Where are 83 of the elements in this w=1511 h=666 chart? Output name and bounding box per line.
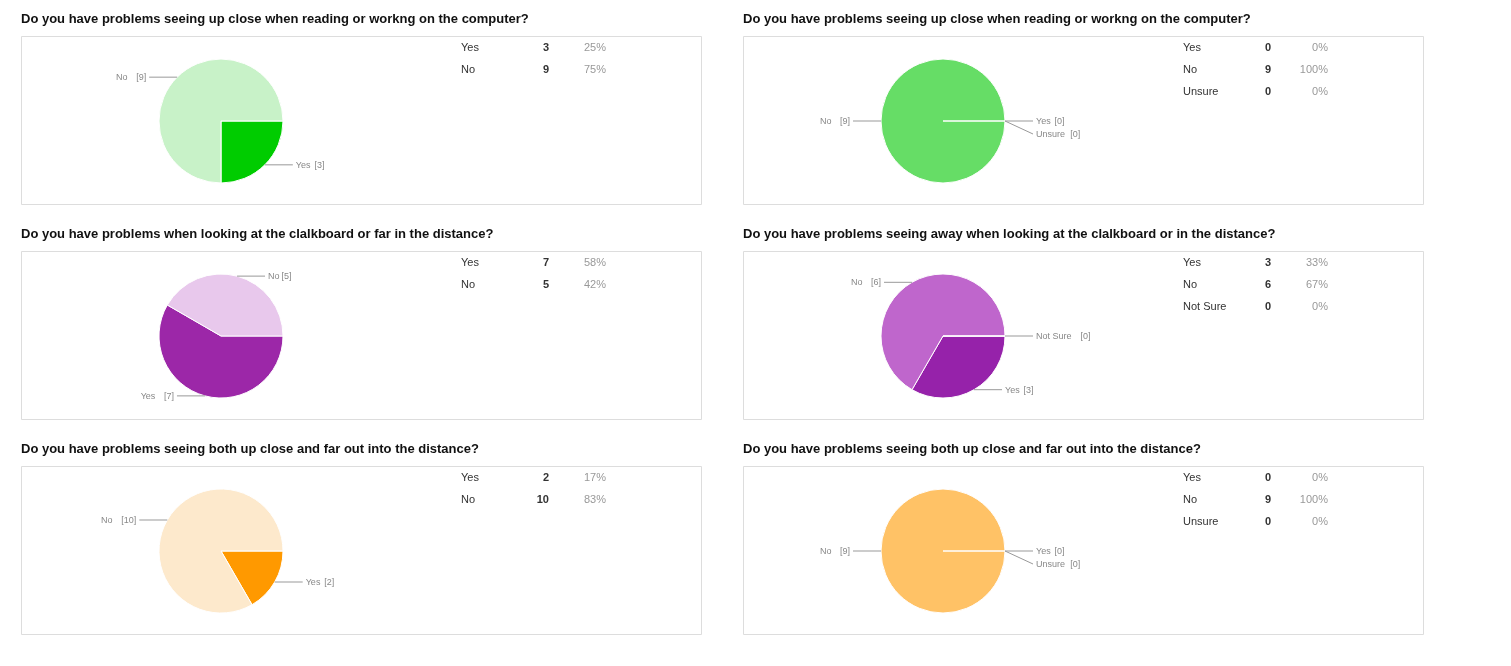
text: 6: [1264, 278, 1271, 290]
pie-slice: [158, 488, 284, 614]
slice-label: Yes: [305, 577, 321, 587]
text: 0%: [1312, 41, 1329, 53]
category-label: No: [1183, 493, 1198, 505]
text: [0]: [1070, 129, 1081, 139]
chart-title: Do you have problems seeing up close when reading or workng on the computer?: [21, 11, 529, 26]
text: 0%: [1312, 471, 1329, 483]
text: 58%: [583, 256, 607, 268]
category-label: Unsure: [1183, 515, 1219, 527]
category-label: Yes: [461, 256, 479, 268]
text: 10: [536, 493, 549, 505]
text: 3: [542, 41, 549, 53]
data-label: [9]: [136, 72, 147, 83]
category-label: Yes: [1183, 256, 1201, 268]
text: 0: [1264, 85, 1271, 97]
data-label: [5]: [281, 271, 292, 282]
text: 83%: [583, 493, 607, 505]
text: 33%: [1305, 256, 1329, 268]
data-label: [3]: [1023, 384, 1034, 395]
category-label: No: [1183, 63, 1198, 75]
category-label: No: [461, 493, 476, 505]
category-label: Yes: [1183, 41, 1201, 53]
data-label: [10]: [121, 515, 137, 525]
data-label: [9]: [839, 546, 850, 556]
text: 100%: [1299, 63, 1329, 75]
category-label: Yes: [461, 471, 479, 483]
legend-label: Not Sure: [1036, 331, 1072, 341]
chart-title: Do you have problems seeing both up close and far out into the distance?: [743, 441, 1201, 456]
text: 0%: [1312, 300, 1329, 312]
data-label: [9]: [839, 116, 850, 126]
chart-title: Do you have problems seeing away when looking at the clalkboard or in the distance?: [743, 226, 1276, 241]
text: 0: [1264, 300, 1271, 312]
slice-label: No: [100, 515, 113, 525]
data-label: [7]: [163, 390, 174, 401]
text: [0]: [1054, 546, 1065, 556]
text: 0%: [1312, 515, 1329, 527]
text: 0: [1264, 471, 1271, 483]
text: 3: [1264, 256, 1271, 268]
slice-label: No: [850, 277, 863, 288]
text: 42%: [583, 278, 607, 290]
text: 7: [542, 256, 549, 268]
category-label: No: [461, 278, 476, 290]
slice-label: Yes: [1005, 384, 1021, 395]
legend-label: Yes: [1036, 116, 1052, 126]
text: 100%: [1299, 493, 1329, 505]
slice-label: No: [819, 116, 832, 126]
category-label: Not Sure: [1183, 300, 1227, 312]
category-label: Unsure: [1183, 85, 1219, 97]
slice-label: Yes: [140, 390, 156, 401]
text: 9: [1264, 63, 1271, 75]
category-label: Unsure: [1036, 129, 1066, 139]
text: 75%: [583, 63, 607, 75]
text: 9: [542, 63, 549, 75]
text: 17%: [583, 471, 607, 483]
text: 0: [1264, 515, 1271, 527]
text: 0: [1264, 41, 1271, 53]
text: 5: [542, 278, 549, 290]
text: [0]: [1080, 331, 1091, 341]
chart-title: Do you have problems seeing both up close and far out into the distance?: [21, 441, 479, 456]
category-label: Unsure: [1036, 559, 1066, 569]
text: 67%: [1305, 278, 1329, 290]
slice-label: Yes: [295, 159, 312, 170]
chart-title: Do you have problems seeing up close when reading or workng on the computer?: [743, 11, 1251, 26]
data-label: [3]: [314, 159, 325, 170]
text: 0%: [1312, 85, 1329, 97]
category-label: No: [461, 63, 476, 75]
chart-title: Do you have problems when looking at the clalkboard or far in the distance?: [21, 226, 494, 241]
legend-label: Yes: [1036, 546, 1052, 556]
slice-label: No: [819, 546, 832, 556]
text: 25%: [583, 41, 607, 53]
text: [0]: [1070, 559, 1081, 569]
data-label: [6]: [870, 277, 881, 288]
category-label: Yes: [1183, 471, 1201, 483]
category-label: Yes: [461, 41, 479, 53]
data-label: [2]: [324, 577, 335, 587]
text: [0]: [1054, 116, 1065, 126]
text: 2: [542, 471, 549, 483]
slice-label: No: [268, 271, 280, 282]
slice-label: No: [116, 72, 128, 83]
text: 9: [1264, 493, 1271, 505]
pie-slice: [158, 58, 284, 184]
category-label: No: [1183, 278, 1198, 290]
